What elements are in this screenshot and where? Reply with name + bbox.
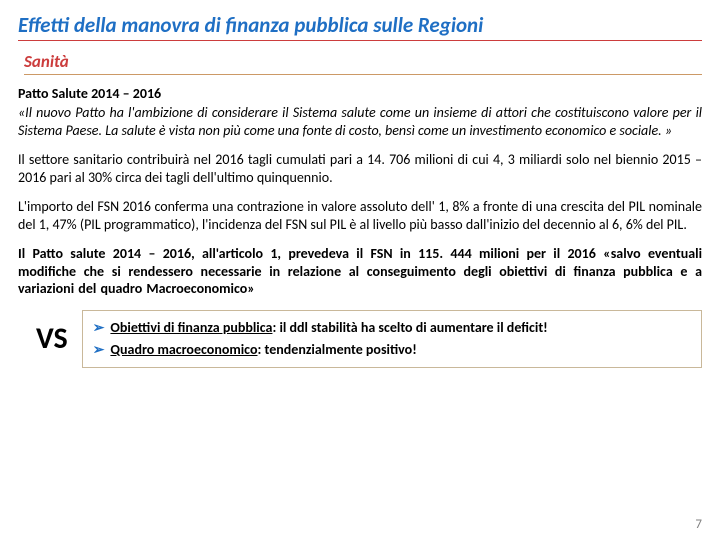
vs-point-2-label: Quadro macroeconomico (110, 341, 257, 358)
vs-label: VS (36, 320, 68, 357)
body-paragraph-1: Il settore sanitario contribuirà nel 201… (18, 151, 702, 186)
body-paragraph-2: L'importo del FSN 2016 conferma una cont… (18, 198, 702, 233)
page-number: 7 (695, 517, 702, 532)
section-heading: Patto Salute 2014 – 2016 (18, 85, 702, 102)
quote-paragraph: «Il nuovo Patto ha l'ambizione di consid… (18, 104, 702, 139)
vs-point-1: ➢ Obiettivi di finanza pubblica: il ddl s… (93, 317, 691, 339)
vs-point-2: ➢ Quadro macroeconomico: tendenzialmente … (93, 339, 691, 361)
vs-row: VS ➢ Obiettivi di finanza pubblica: il dd… (18, 310, 702, 369)
vs-point-1-label: Obiettivi di finanza pubblica (110, 319, 272, 336)
vs-point-1-text: : il ddl stabilità ha scelto di aumentar… (272, 319, 547, 336)
arrow-icon: ➢ (93, 341, 105, 358)
p4-bold-lead: Il Patto salute 2014 – 2016, all'articol… (18, 245, 596, 262)
page-title: Effetti della manovra di finanza pubblic… (18, 12, 702, 41)
vs-points-box: ➢ Obiettivi di finanza pubblica: il ddl s… (82, 310, 702, 369)
arrow-icon: ➢ (93, 319, 105, 336)
vs-point-2-text: : tendenzialmente positivo! (258, 341, 417, 358)
body-paragraph-3: Il Patto salute 2014 – 2016, all'articol… (18, 245, 702, 298)
section-subtitle: Sanità (24, 51, 702, 75)
